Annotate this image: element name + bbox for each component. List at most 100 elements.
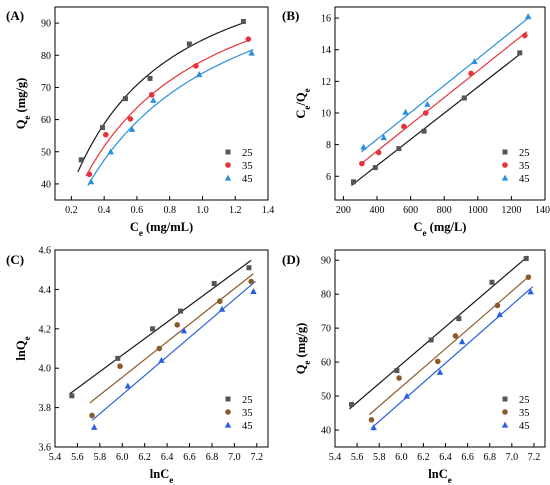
data-point-45 — [380, 134, 387, 141]
y-axis-title: Ce/Qe — [294, 88, 312, 118]
fit-line-35 — [368, 274, 531, 416]
y-tick-label: 50 — [41, 147, 51, 158]
y-tick-label: 80 — [41, 51, 51, 62]
x-tick-label: 6.6 — [183, 452, 196, 463]
x-tick-label: 200 — [336, 205, 351, 216]
x-tick-label: 5.4 — [49, 452, 62, 463]
y-tick-label: 60 — [41, 115, 51, 126]
data-point-45 — [436, 368, 444, 375]
data-point-45 — [107, 148, 114, 155]
legend-marker-35 — [502, 162, 508, 168]
x-tick-label: 6.4 — [439, 452, 452, 463]
fit-line-25 — [69, 259, 252, 395]
data-point-35 — [401, 123, 407, 130]
data-point-25 — [394, 368, 400, 374]
data-point-45 — [180, 327, 188, 334]
data-point-45 — [87, 178, 95, 185]
legend-marker-25 — [225, 149, 231, 155]
data-point-25 — [122, 96, 128, 102]
y-tick-label: 70 — [41, 83, 51, 94]
legend-marker-45 — [224, 421, 232, 428]
x-axis-title: Ce (mg/L) — [414, 220, 467, 238]
data-point-25 — [489, 279, 495, 285]
data-point-25 — [240, 18, 246, 24]
data-point-35 — [248, 278, 254, 285]
data-point-35 — [422, 110, 429, 116]
y-tick-label: 8 — [326, 140, 331, 151]
y-tick-label: 4.4 — [39, 285, 52, 296]
x-tick-label: 1000 — [468, 205, 488, 216]
y-tick-label: 90 — [321, 256, 331, 267]
y-tick-label: 40 — [41, 179, 51, 190]
panel-label: (D) — [282, 252, 300, 267]
x-tick-label: 5.8 — [94, 452, 107, 463]
y-tick-label: 10 — [321, 108, 331, 119]
legend-marker-25 — [225, 396, 231, 402]
x-tick-label: 1400 — [535, 205, 550, 216]
data-point-45 — [248, 49, 255, 56]
y-tick-label: 40 — [321, 426, 331, 437]
x-tick-label: 6.2 — [417, 452, 430, 463]
panel-label: (A) — [6, 8, 24, 23]
data-point-35 — [148, 92, 155, 98]
chart-panel-c: (C) 5.4 5.6 5.8 6.0 6.2 6.4 6.6 6.8 7.0 7.2 3.6 3.8 4… — [6, 246, 269, 485]
data-point-35 — [468, 70, 474, 77]
data-point-25 — [396, 146, 402, 152]
data-point-45 — [471, 58, 478, 65]
y-tick-label: 14 — [321, 45, 331, 56]
legend-label: 35 — [242, 408, 253, 419]
data-point-45 — [150, 96, 157, 103]
y-tick-label: 80 — [321, 290, 331, 301]
data-point-25 — [186, 41, 192, 47]
data-point-45 — [128, 125, 136, 132]
legend-marker-35 — [225, 409, 231, 415]
legend-label: 25 — [519, 148, 530, 159]
fit-curve-25 — [77, 21, 246, 173]
data-point-45 — [458, 338, 466, 345]
x-tick-label: 0.4 — [98, 205, 111, 216]
y-tick-label: 6 — [326, 172, 331, 183]
y-axis-title: Qe (mg/g) — [14, 78, 32, 130]
data-point-45 — [218, 305, 226, 312]
data-point-35 — [102, 131, 109, 138]
fit-line-45 — [91, 280, 256, 421]
data-point-25 — [78, 157, 84, 163]
data-point-45 — [158, 356, 165, 363]
data-point-35 — [368, 417, 375, 423]
x-tick-label: 1.0 — [196, 205, 209, 216]
x-tick-label: 800 — [437, 205, 452, 216]
fit-line-25 — [351, 52, 523, 187]
fit-line-45 — [361, 15, 531, 153]
data-point-35 — [174, 322, 180, 328]
x-tick-label: 5.4 — [329, 452, 342, 463]
legend-label: 45 — [242, 421, 253, 432]
fit-line-35 — [359, 31, 528, 166]
data-point-45 — [360, 143, 367, 150]
legend-label: 45 — [519, 174, 530, 185]
x-tick-label: 600 — [403, 205, 418, 216]
x-tick-label: 6.6 — [461, 452, 474, 463]
fit-line-25 — [349, 255, 529, 410]
data-point-35 — [525, 274, 532, 280]
data-point-25 — [147, 75, 153, 81]
data-point-35 — [375, 149, 382, 156]
data-point-35 — [156, 345, 163, 352]
data-point-45 — [250, 287, 257, 294]
data-point-45 — [402, 108, 409, 115]
data-point-35 — [494, 302, 501, 309]
x-tick-label: 7.2 — [251, 452, 264, 463]
data-point-35 — [117, 363, 123, 370]
plot-frame — [54, 6, 269, 201]
data-point-25 — [461, 95, 467, 101]
legend-marker-45 — [501, 421, 509, 428]
fit-line-35 — [89, 273, 254, 404]
panel-label: (B) — [282, 8, 299, 23]
legend-marker-35 — [225, 162, 231, 168]
legend-marker-45 — [224, 174, 232, 181]
legend-label: 45 — [242, 174, 253, 185]
data-point-25 — [523, 255, 529, 261]
x-tick-label: 5.8 — [373, 452, 386, 463]
data-point-25 — [69, 393, 75, 399]
x-tick-label: 0.6 — [131, 205, 144, 216]
fit-curve-45 — [87, 49, 254, 187]
